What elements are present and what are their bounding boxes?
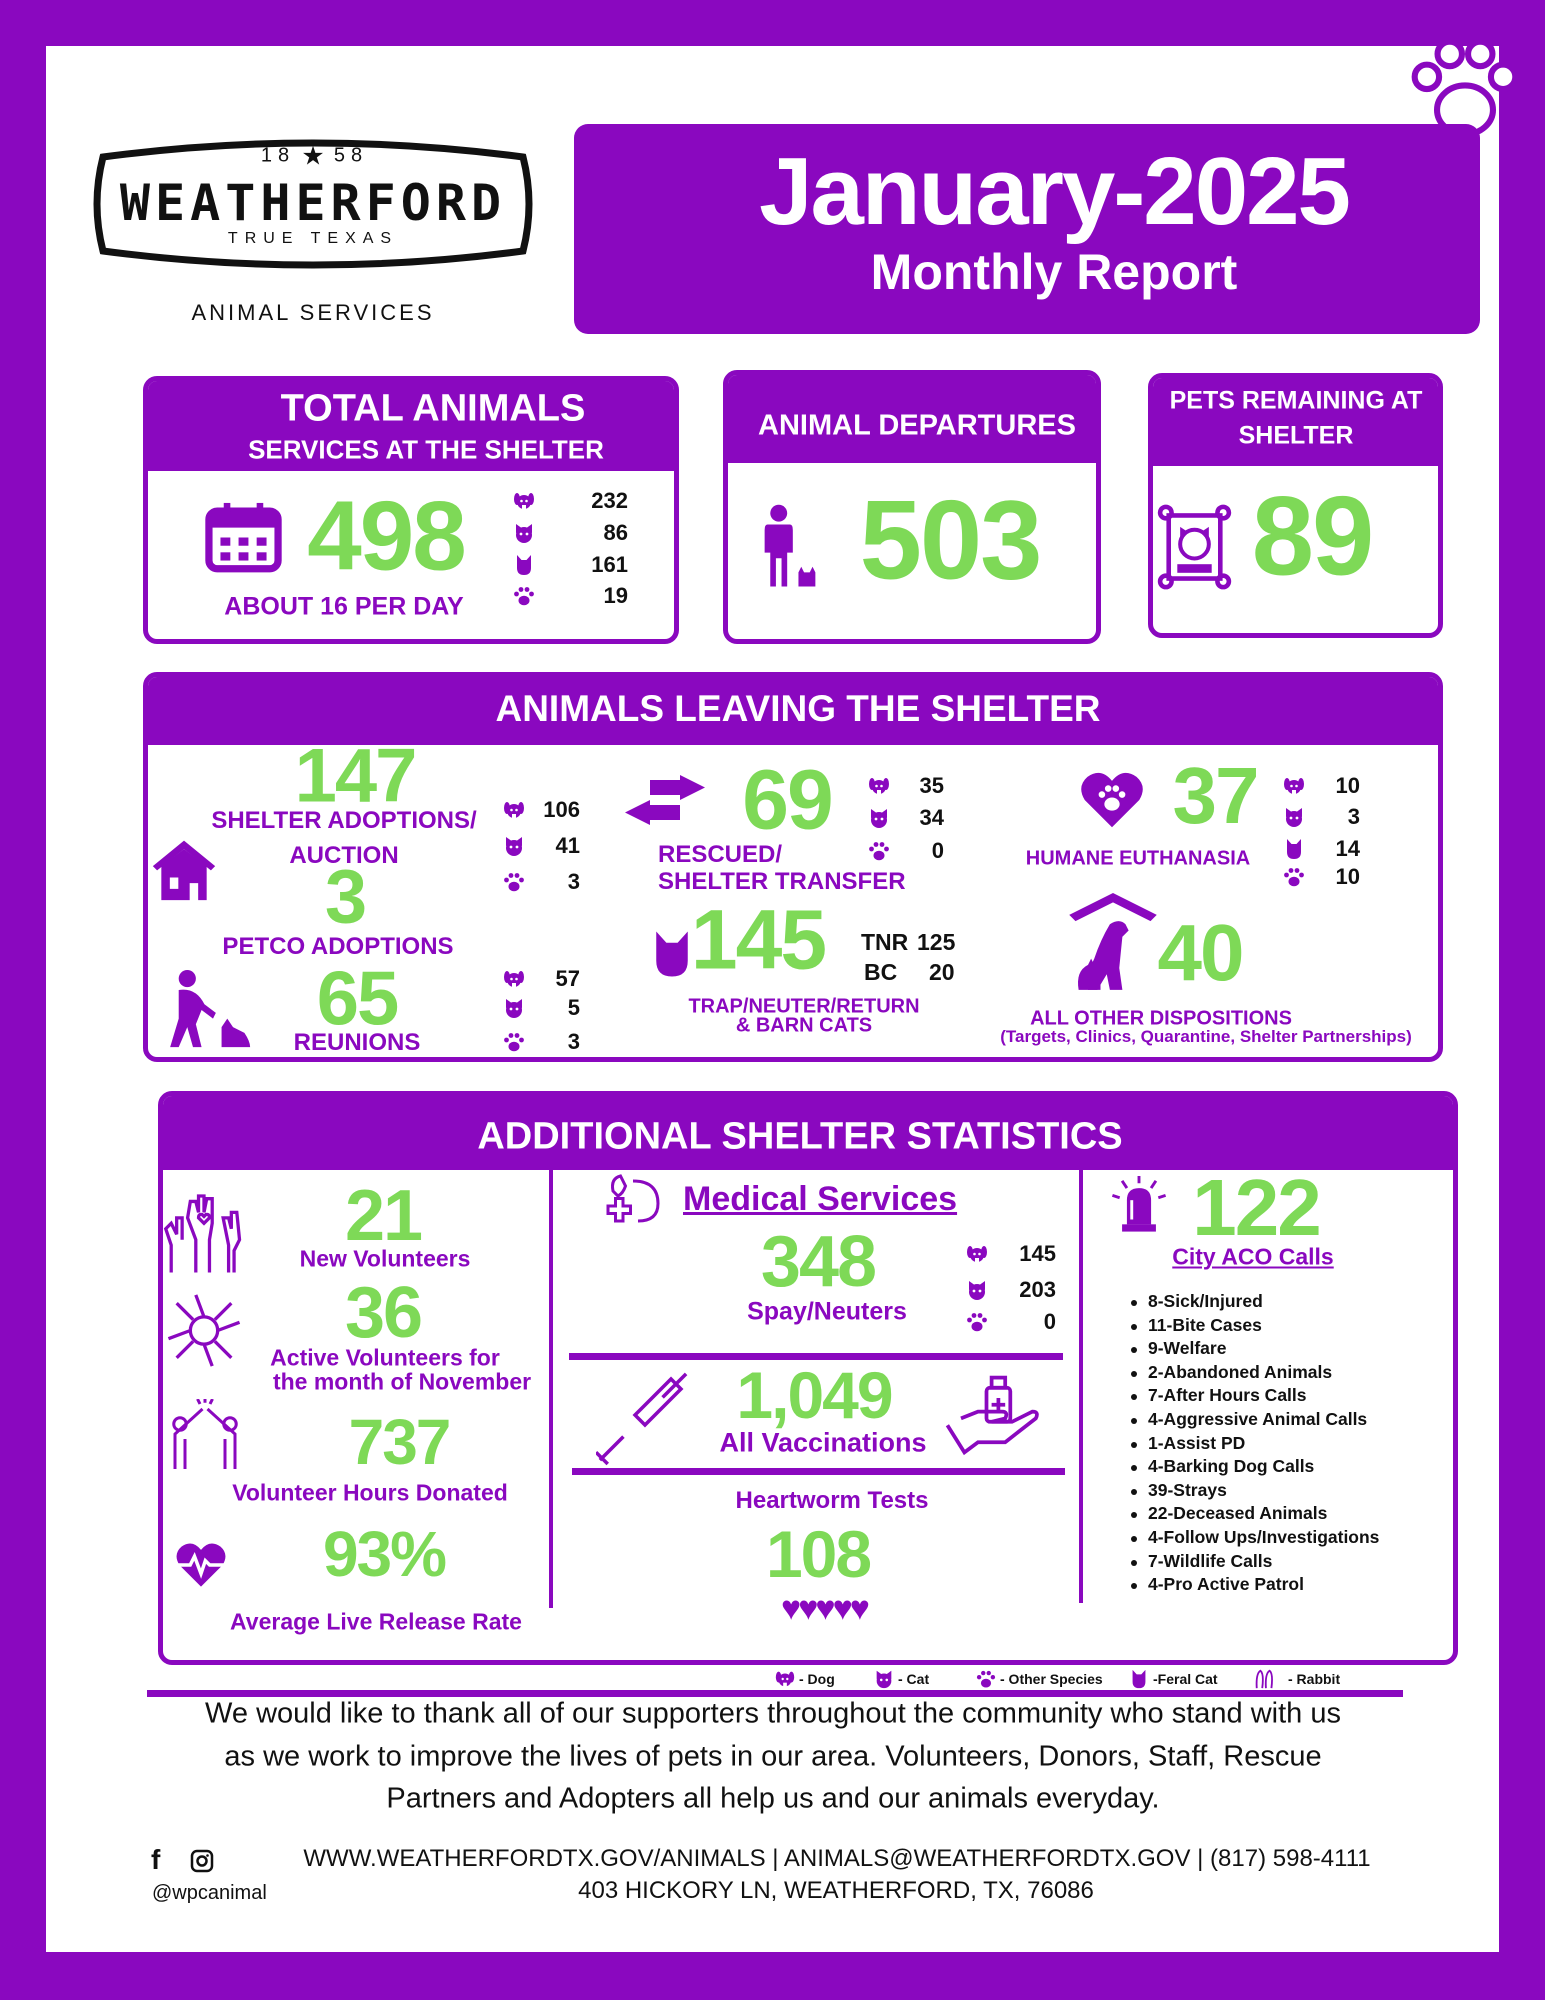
column-divider	[549, 1165, 553, 1608]
list-item: 22-Deceased Animals	[1131, 1502, 1379, 1526]
legend-cat: - Cat	[873, 1668, 929, 1690]
live-release-rate-value: 93%	[322, 1518, 447, 1590]
person-petting-dog-icon	[170, 970, 251, 1048]
rescued-value: 69	[742, 752, 833, 847]
list-item: 4-Pro Active Patrol	[1131, 1573, 1379, 1597]
instagram-icon[interactable]	[190, 1849, 214, 1873]
heart-pulse-icon	[175, 1543, 227, 1587]
adoptions-value: 147	[294, 733, 418, 819]
petco-value: 3	[324, 854, 367, 940]
other-dispositions-value: 40	[1157, 908, 1245, 997]
list-item: 8-Sick/Injured	[1131, 1290, 1379, 1314]
house-icon	[152, 840, 216, 901]
calendar-icon	[205, 502, 282, 573]
contact-info: WWW.WEATHERFORDTX.GOV/ANIMALS | ANIMALS@…	[303, 1845, 1371, 1872]
cat-icon	[873, 1668, 895, 1690]
heart-paw-icon	[1081, 772, 1143, 828]
pets-remaining-card: PETS REMAINING AT SHELTER	[1148, 373, 1443, 638]
transfer-arrows-icon	[625, 775, 705, 825]
report-title-banner: January-2025 Monthly Report	[574, 124, 1480, 334]
address: 403 HICKORY LN, WEATHERFORD, TX, 76086	[578, 1877, 1094, 1904]
animals-leaving-section: ANIMALS LEAVING THE SHELTER	[143, 672, 1443, 1062]
volunteer-hours-value: 737	[348, 1406, 452, 1478]
additional-statistics-section: ADDITIONAL SHELTER STATISTICS	[158, 1091, 1458, 1665]
tnr-value: 145	[690, 892, 827, 987]
medical-services-title: Medical Services	[683, 1180, 958, 1218]
list-item: 4-Aggressive Animal Calls	[1131, 1408, 1379, 1432]
dog-icon	[512, 489, 536, 513]
list-item: 39-Strays	[1131, 1479, 1379, 1503]
list-item: 7-Wildlife Calls	[1131, 1550, 1379, 1574]
paw-icon	[965, 1310, 989, 1334]
syringe-icon	[596, 1372, 688, 1466]
raised-hands-icon	[163, 1194, 242, 1273]
list-item: 4-Barking Dog Calls	[1131, 1455, 1379, 1479]
vaccinations-value: 1,049	[736, 1358, 893, 1432]
new-volunteers-value: 21	[344, 1176, 423, 1256]
reunions-value: 65	[316, 956, 400, 1042]
rabbit-icon	[1245, 1668, 1285, 1690]
report-title: January-2025	[759, 138, 1351, 245]
weatherford-logo: 18 ★ 58 WEATHERFORD TRUE TEXAS ANIMAL SE…	[83, 121, 543, 333]
active-volunteers-value: 36	[344, 1273, 423, 1353]
facebook-icon[interactable]: f	[151, 1844, 161, 1875]
texas-star-icon: ★	[301, 140, 325, 171]
list-item: 4-Follow Ups/Investigations	[1131, 1526, 1379, 1550]
list-item: 7-After Hours Calls	[1131, 1384, 1379, 1408]
legend-rabbit: - Rabbit	[1245, 1668, 1340, 1690]
cat-icon	[965, 1278, 989, 1302]
legend-feral-cat: -Feral Cat	[1128, 1668, 1218, 1690]
column-divider	[1079, 1165, 1083, 1603]
animal-departures-card: ANIMAL DEPARTURES	[723, 370, 1101, 644]
aco-calls-list: 8-Sick/Injured 11-Bite Cases 9-Welfare 2…	[1131, 1290, 1379, 1597]
per-day-note: ABOUT 16 PER DAY	[224, 592, 464, 621]
section-divider	[569, 1353, 1063, 1360]
person-with-cat-icon	[764, 504, 816, 587]
dog-cat-shelter-icon	[1069, 893, 1157, 990]
dog-icon	[965, 1242, 989, 1266]
departures-value: 503	[859, 477, 1043, 603]
hearts-decoration-icon: ♥♥♥♥♥	[781, 1589, 870, 1628]
high-five-icon	[172, 1399, 238, 1469]
remaining-value: 89	[1251, 473, 1375, 599]
vet-medical-icon	[606, 1174, 660, 1223]
list-item: 11-Bite Cases	[1131, 1314, 1379, 1338]
list-item: 9-Welfare	[1131, 1337, 1379, 1361]
cat-portrait-icon	[1157, 504, 1232, 590]
city-aco-calls-title: City ACO Calls	[1172, 1243, 1334, 1270]
list-item: 2-Abandoned Animals	[1131, 1361, 1379, 1385]
spay-neuter-value: 348	[760, 1222, 877, 1302]
legend-other-species: - Other Species	[975, 1668, 1103, 1690]
social-handle[interactable]: @wpcanimal	[152, 1882, 267, 1904]
total-animals-value: 498	[307, 480, 467, 591]
feral-cat-icon	[1128, 1668, 1150, 1690]
heartworm-value: 108	[765, 1517, 872, 1591]
feral-cat-icon	[512, 553, 536, 577]
aco-calls-value: 122	[1192, 1163, 1321, 1252]
euthanasia-value: 37	[1172, 751, 1260, 840]
cat-icon	[512, 521, 536, 545]
report-subtitle: Monthly Report	[870, 244, 1238, 300]
siren-icon	[1111, 1176, 1167, 1232]
total-animals-card: TOTAL ANIMALS SERVICES AT THE SHELTER	[143, 376, 679, 644]
paw-decoration-icon	[1411, 38, 1519, 138]
list-item: 1-Assist PD	[1131, 1432, 1379, 1456]
footer-divider	[147, 1690, 1403, 1697]
paw-icon	[975, 1668, 997, 1690]
hands-circle-icon	[167, 1294, 241, 1367]
section-divider	[572, 1468, 1065, 1475]
hand-holding-medicine-icon	[945, 1375, 1039, 1456]
dog-icon	[774, 1668, 796, 1690]
legend-dog: - Dog	[774, 1668, 835, 1690]
paw-icon	[512, 584, 536, 608]
